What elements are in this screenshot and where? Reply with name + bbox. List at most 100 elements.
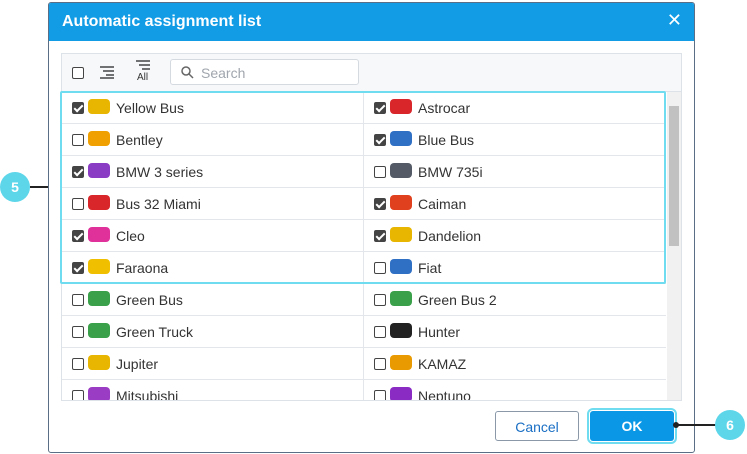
item-name: Yellow Bus bbox=[116, 100, 184, 116]
item-checkbox[interactable] bbox=[374, 390, 386, 400]
callout: 6 bbox=[715, 410, 745, 440]
item-name: Astrocar bbox=[418, 100, 471, 116]
close-button[interactable]: ✕ bbox=[666, 10, 682, 30]
item-name: Hunter bbox=[418, 324, 461, 340]
item-name: BMW 735i bbox=[418, 164, 483, 180]
all-label: All bbox=[137, 72, 149, 83]
ok-button[interactable]: OK bbox=[587, 408, 677, 444]
list-item[interactable]: BMW 735i bbox=[364, 156, 666, 188]
list-item[interactable]: Blue Bus bbox=[364, 124, 666, 156]
item-name: Green Bus 2 bbox=[418, 292, 497, 308]
item-name: Jupiter bbox=[116, 356, 159, 372]
unit-icon bbox=[88, 163, 110, 178]
item-checkbox[interactable] bbox=[72, 358, 84, 370]
unit-icon bbox=[390, 227, 412, 242]
list-item[interactable]: Green Truck bbox=[62, 316, 364, 348]
item-name: Green Bus bbox=[116, 292, 183, 308]
list-item[interactable]: Mitsubishi bbox=[62, 380, 364, 401]
unit-icon bbox=[88, 387, 110, 400]
unit-icon bbox=[88, 131, 110, 146]
list-item[interactable]: Jupiter bbox=[62, 348, 364, 380]
unit-icon bbox=[88, 291, 110, 306]
title-bar: Automatic assignment list bbox=[49, 3, 694, 41]
callout-dot bbox=[673, 422, 679, 428]
item-checkbox[interactable] bbox=[374, 294, 386, 306]
list-item[interactable]: Green Bus bbox=[62, 284, 364, 316]
select-all-checkbox[interactable] bbox=[72, 67, 84, 79]
list-item[interactable]: Neptuno bbox=[364, 380, 666, 401]
item-checkbox[interactable] bbox=[72, 262, 84, 274]
item-checkbox[interactable] bbox=[72, 166, 84, 178]
item-grid: Yellow Bus Astrocar Bentley Blue Bus BMW 3 s… bbox=[62, 92, 668, 401]
dialog-title: Automatic assignment list bbox=[62, 13, 262, 30]
list-item[interactable]: Caiman bbox=[364, 188, 666, 220]
item-checkbox[interactable] bbox=[374, 166, 386, 178]
unit-icon bbox=[390, 195, 412, 210]
item-checkbox[interactable] bbox=[72, 326, 84, 338]
item-name: Green Truck bbox=[116, 324, 194, 340]
scrollbar[interactable] bbox=[667, 92, 681, 400]
item-checkbox[interactable] bbox=[374, 134, 386, 146]
list-item[interactable]: Bentley bbox=[62, 124, 364, 156]
item-checkbox[interactable] bbox=[374, 230, 386, 242]
item-checkbox[interactable] bbox=[374, 262, 386, 274]
unit-icon bbox=[390, 131, 412, 146]
toolbar: All Search bbox=[62, 54, 681, 92]
unit-icon bbox=[88, 323, 110, 338]
unit-icon bbox=[390, 99, 412, 114]
item-name: Faraona bbox=[116, 260, 169, 276]
list-item[interactable]: Cleo bbox=[62, 220, 364, 252]
item-name: Blue Bus bbox=[418, 132, 475, 148]
unit-icon bbox=[88, 355, 110, 370]
item-checkbox[interactable] bbox=[72, 134, 84, 146]
item-name: Mitsubishi bbox=[116, 388, 179, 401]
list-item[interactable]: Bus 32 Miami bbox=[62, 188, 364, 220]
search-input[interactable]: Search bbox=[170, 59, 359, 85]
unit-icon bbox=[390, 323, 412, 338]
unit-icon bbox=[88, 99, 110, 114]
item-checkbox[interactable] bbox=[374, 358, 386, 370]
item-name: Caiman bbox=[418, 196, 467, 212]
unit-icon bbox=[390, 259, 412, 274]
unit-icon bbox=[390, 355, 412, 370]
item-checkbox[interactable] bbox=[72, 102, 84, 114]
list-item[interactable]: Hunter bbox=[364, 316, 666, 348]
search-placeholder: Search bbox=[201, 65, 246, 81]
item-name: Bentley bbox=[116, 132, 163, 148]
list-item[interactable]: Yellow Bus bbox=[62, 92, 364, 124]
list-item[interactable]: Dandelion bbox=[364, 220, 666, 252]
show-all-icon[interactable] bbox=[136, 59, 150, 71]
item-checkbox[interactable] bbox=[374, 198, 386, 210]
item-checkbox[interactable] bbox=[72, 198, 84, 210]
unit-icon bbox=[88, 259, 110, 274]
item-name: Bus 32 Miami bbox=[116, 196, 201, 212]
item-name: Dandelion bbox=[418, 228, 482, 244]
highlight-frame bbox=[60, 91, 666, 284]
sort-icon[interactable] bbox=[100, 65, 114, 79]
unit-icon bbox=[390, 387, 412, 400]
unit-icon bbox=[390, 163, 412, 178]
unit-icon bbox=[88, 195, 110, 210]
callout-line bbox=[30, 186, 61, 188]
list-item[interactable]: Astrocar bbox=[364, 92, 666, 124]
list-item[interactable]: BMW 3 series bbox=[62, 156, 364, 188]
item-name: Cleo bbox=[116, 228, 145, 244]
scroll-thumb[interactable] bbox=[669, 106, 679, 246]
item-name: BMW 3 series bbox=[116, 164, 204, 180]
list-item[interactable]: Green Bus 2 bbox=[364, 284, 666, 316]
item-checkbox[interactable] bbox=[374, 326, 386, 338]
item-name: KAMAZ bbox=[418, 356, 467, 372]
unit-icon bbox=[88, 227, 110, 242]
unit-icon bbox=[390, 291, 412, 306]
item-name: Neptuno bbox=[418, 388, 471, 401]
cancel-button[interactable]: Cancel bbox=[495, 411, 579, 441]
list-item[interactable]: KAMAZ bbox=[364, 348, 666, 380]
item-checkbox[interactable] bbox=[72, 294, 84, 306]
item-name: Fiat bbox=[418, 260, 442, 276]
item-checkbox[interactable] bbox=[374, 102, 386, 114]
callout: 5 bbox=[0, 172, 30, 202]
item-checkbox[interactable] bbox=[72, 230, 84, 242]
item-checkbox[interactable] bbox=[72, 390, 84, 400]
callout-line bbox=[676, 424, 716, 426]
